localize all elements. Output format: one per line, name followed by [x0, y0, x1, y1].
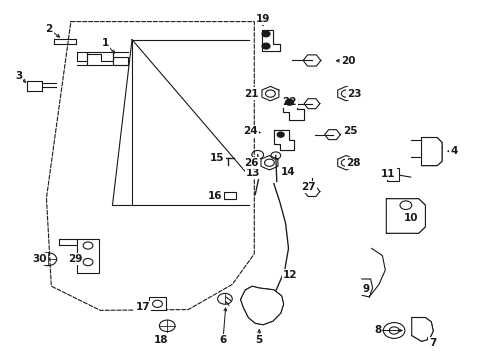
Text: 25: 25	[342, 126, 357, 136]
Text: 5: 5	[255, 335, 262, 345]
Polygon shape	[261, 30, 279, 51]
Text: 10: 10	[403, 213, 417, 223]
Text: 29: 29	[68, 254, 82, 264]
Text: 24: 24	[243, 126, 257, 136]
Text: 30: 30	[32, 254, 46, 264]
Text: 26: 26	[244, 158, 258, 168]
Text: 1: 1	[102, 38, 108, 48]
Text: 3: 3	[15, 71, 22, 81]
Text: 14: 14	[281, 167, 295, 177]
Text: 19: 19	[255, 14, 270, 24]
Text: 11: 11	[380, 168, 395, 179]
FancyBboxPatch shape	[386, 168, 398, 181]
Text: 28: 28	[345, 158, 360, 168]
Text: 15: 15	[209, 153, 224, 163]
Text: 12: 12	[283, 270, 297, 280]
Circle shape	[262, 31, 269, 37]
Circle shape	[285, 99, 293, 105]
Text: 22: 22	[282, 96, 296, 107]
Polygon shape	[282, 98, 304, 120]
Text: 9: 9	[362, 284, 368, 294]
FancyBboxPatch shape	[77, 239, 99, 273]
Text: 8: 8	[373, 325, 380, 336]
Text: 6: 6	[219, 335, 226, 345]
Polygon shape	[386, 199, 425, 233]
Polygon shape	[240, 286, 283, 325]
FancyBboxPatch shape	[224, 192, 235, 199]
Text: 7: 7	[428, 338, 436, 348]
Text: 18: 18	[154, 335, 168, 345]
Text: 27: 27	[300, 182, 315, 192]
Text: 13: 13	[245, 168, 260, 178]
Text: 17: 17	[135, 302, 150, 312]
Text: 20: 20	[340, 56, 355, 66]
Circle shape	[277, 132, 284, 137]
Polygon shape	[421, 138, 441, 166]
Text: 23: 23	[346, 89, 361, 99]
Text: 2: 2	[45, 24, 52, 34]
Text: 16: 16	[207, 191, 222, 201]
Circle shape	[262, 43, 269, 49]
Text: 21: 21	[244, 89, 258, 99]
Polygon shape	[411, 318, 432, 341]
Text: 4: 4	[449, 146, 457, 156]
FancyBboxPatch shape	[148, 297, 166, 310]
Polygon shape	[273, 130, 294, 150]
